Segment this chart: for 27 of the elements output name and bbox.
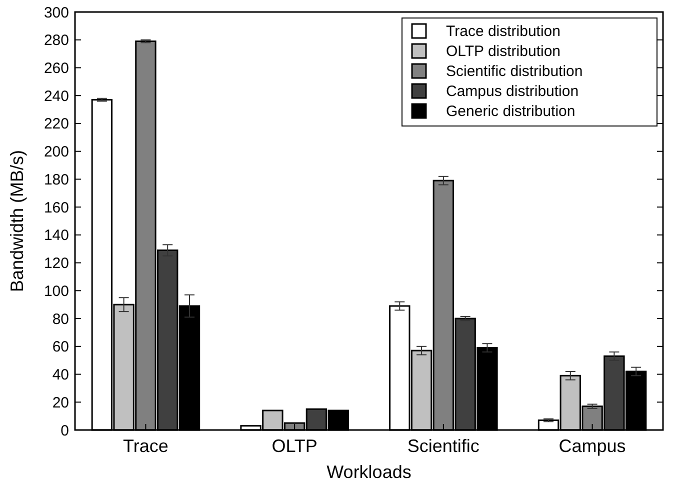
legend-label: Generic distribution <box>446 103 576 120</box>
legend-label: Trace distribution <box>446 23 560 40</box>
x-tick-label: Trace <box>123 436 168 456</box>
legend-label: Campus distribution <box>446 83 579 100</box>
x-tick-label: OLTP <box>272 436 318 456</box>
y-tick-label: 140 <box>44 227 69 244</box>
y-tick-label: 20 <box>52 394 69 412</box>
y-tick-label: 40 <box>52 366 69 384</box>
y-tick-label: 300 <box>44 4 69 22</box>
y-tick-label: 260 <box>44 60 69 77</box>
legend-label: Scientific distribution <box>446 63 583 80</box>
x-tick-label: Campus <box>558 436 626 456</box>
y-tick-label: 200 <box>44 144 69 161</box>
y-tick-label: 180 <box>44 171 69 188</box>
x-tick-label: Scientific <box>407 436 480 456</box>
y-tick-label: 220 <box>44 116 69 133</box>
y-axis-title: Bandwidth (MB/s) <box>7 150 27 292</box>
y-tick-label: 60 <box>52 338 69 356</box>
y-tick-label: 0 <box>60 422 69 440</box>
y-tick-label: 240 <box>44 88 69 105</box>
y-tick-label: 280 <box>44 32 69 50</box>
x-axis-title: Workloads <box>326 462 412 482</box>
legend-label: OLTP distribution <box>446 43 560 60</box>
y-tick-label: 160 <box>44 199 69 216</box>
y-tick-label: 120 <box>44 255 69 272</box>
y-tick-label: 100 <box>44 282 69 300</box>
y-tick-label: 80 <box>52 310 69 328</box>
